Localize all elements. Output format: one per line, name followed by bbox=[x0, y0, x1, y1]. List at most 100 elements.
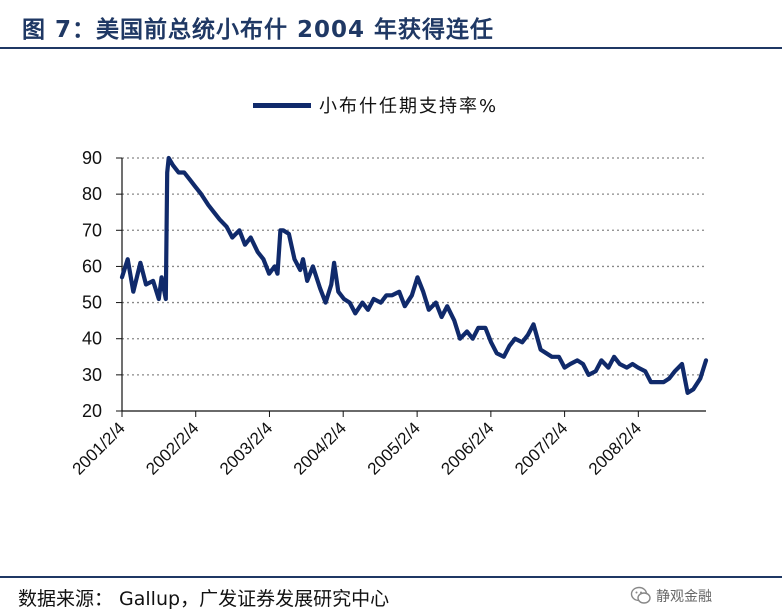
data-point bbox=[237, 228, 241, 232]
legend-swatch bbox=[253, 102, 311, 108]
x-tick-label: 2008/2/4 bbox=[585, 418, 645, 478]
data-point bbox=[311, 264, 315, 268]
y-tick-label: 40 bbox=[82, 329, 102, 349]
data-point bbox=[531, 322, 536, 326]
data-point bbox=[476, 326, 480, 330]
data-point bbox=[587, 373, 591, 377]
data-point bbox=[249, 235, 253, 240]
data-point bbox=[649, 380, 653, 384]
data-point bbox=[165, 170, 169, 175]
source-note: 数据来源： Gallup，广发证券发展研究中心 bbox=[18, 588, 390, 610]
data-point bbox=[458, 337, 462, 341]
data-point bbox=[618, 362, 622, 366]
x-tick-label: 2001/2/4 bbox=[69, 418, 129, 478]
data-point bbox=[193, 185, 198, 189]
data-point bbox=[342, 297, 346, 301]
data-point bbox=[336, 290, 340, 294]
chart-series bbox=[119, 155, 709, 395]
data-point bbox=[434, 301, 438, 305]
data-point bbox=[332, 261, 336, 265]
chart-axes bbox=[116, 157, 706, 417]
data-point bbox=[643, 369, 647, 373]
data-point bbox=[281, 228, 285, 232]
chart-gridlines bbox=[122, 157, 706, 376]
data-point bbox=[301, 257, 305, 261]
figure-title: 图 7：美国前总统小布什 2004 年获得连任 bbox=[22, 17, 495, 43]
data-point bbox=[126, 257, 130, 261]
data-point bbox=[654, 380, 659, 384]
data-point bbox=[273, 264, 277, 268]
data-point bbox=[507, 344, 511, 348]
data-point bbox=[318, 286, 322, 290]
x-tick-label: 2005/2/4 bbox=[364, 418, 424, 478]
data-point bbox=[483, 326, 487, 330]
y-tick-label: 50 bbox=[82, 293, 102, 313]
data-point bbox=[606, 366, 611, 370]
data-point bbox=[138, 261, 142, 265]
watermark: 静观金融 bbox=[630, 585, 712, 607]
data-point bbox=[390, 293, 394, 297]
data-point bbox=[539, 348, 543, 352]
data-point bbox=[267, 272, 271, 276]
data-point bbox=[575, 358, 579, 362]
series-line-approval-rating bbox=[119, 155, 709, 395]
data-point bbox=[698, 376, 702, 381]
data-point bbox=[513, 337, 517, 341]
data-point bbox=[160, 275, 164, 279]
data-point bbox=[421, 290, 425, 294]
data-point bbox=[199, 192, 203, 196]
data-point bbox=[550, 355, 554, 359]
data-point bbox=[599, 358, 604, 362]
data-point bbox=[379, 301, 383, 305]
data-point bbox=[171, 163, 175, 167]
data-point bbox=[348, 301, 352, 305]
data-point bbox=[581, 362, 585, 366]
data-point bbox=[445, 304, 449, 308]
x-tick-label: 2004/2/4 bbox=[290, 418, 350, 478]
watermark-label: 静观金融 bbox=[656, 589, 712, 605]
data-point bbox=[471, 337, 475, 341]
data-point bbox=[256, 250, 260, 254]
data-point bbox=[177, 170, 181, 175]
data-point bbox=[544, 351, 548, 355]
data-point bbox=[305, 279, 309, 283]
data-point bbox=[526, 333, 530, 337]
wechat-icon bbox=[630, 586, 651, 604]
data-point bbox=[568, 362, 572, 366]
data-point bbox=[662, 380, 666, 384]
data-point bbox=[427, 308, 431, 312]
data-point bbox=[167, 156, 171, 160]
data-point bbox=[287, 232, 291, 236]
y-tick-label: 90 bbox=[82, 148, 102, 168]
data-point bbox=[415, 275, 420, 279]
footer-divider bbox=[0, 576, 782, 578]
data-point bbox=[225, 225, 229, 229]
data-point bbox=[206, 203, 210, 207]
data-point bbox=[151, 279, 155, 283]
data-point bbox=[612, 355, 616, 359]
y-tick-label: 30 bbox=[82, 365, 102, 385]
data-point bbox=[452, 319, 456, 323]
data-point bbox=[275, 272, 280, 276]
legend-label: 小布什任期支持率% bbox=[319, 96, 499, 117]
data-point bbox=[188, 178, 192, 182]
data-point bbox=[366, 308, 370, 312]
y-tick-label: 60 bbox=[82, 256, 102, 276]
data-point bbox=[563, 366, 567, 370]
data-point bbox=[673, 369, 677, 373]
data-point bbox=[292, 257, 297, 261]
data-point bbox=[410, 293, 414, 297]
x-axis-ticks: 2001/2/4 2002/2/4 2003/2/4 2004/2/4 2005/2/4… bbox=[69, 418, 646, 478]
header-divider bbox=[0, 47, 782, 49]
data-point bbox=[440, 315, 444, 319]
data-point bbox=[157, 297, 161, 301]
data-point bbox=[397, 290, 401, 294]
data-point bbox=[144, 282, 148, 287]
data-point bbox=[120, 275, 124, 279]
data-point bbox=[218, 217, 222, 221]
data-point bbox=[636, 366, 640, 370]
data-point bbox=[360, 301, 364, 305]
data-point bbox=[502, 355, 506, 359]
data-point bbox=[686, 391, 690, 395]
